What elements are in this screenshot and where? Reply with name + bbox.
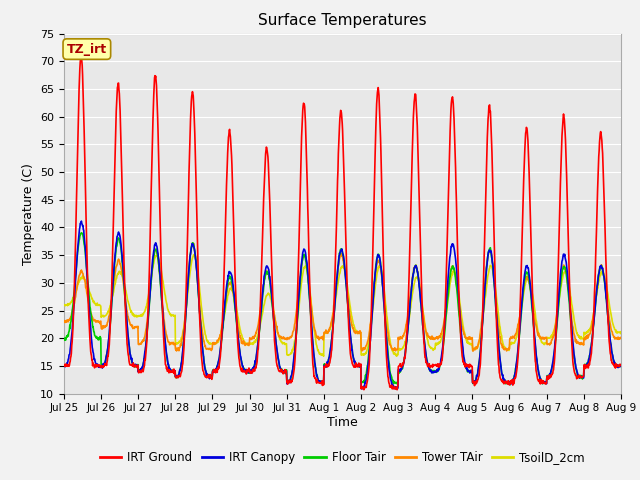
Title: Surface Temperatures: Surface Temperatures [258,13,427,28]
Legend: IRT Ground, IRT Canopy, Floor Tair, Tower TAir, TsoilD_2cm: IRT Ground, IRT Canopy, Floor Tair, Towe… [95,446,589,469]
Y-axis label: Temperature (C): Temperature (C) [22,163,35,264]
X-axis label: Time: Time [327,416,358,429]
Text: TZ_irt: TZ_irt [67,43,107,56]
